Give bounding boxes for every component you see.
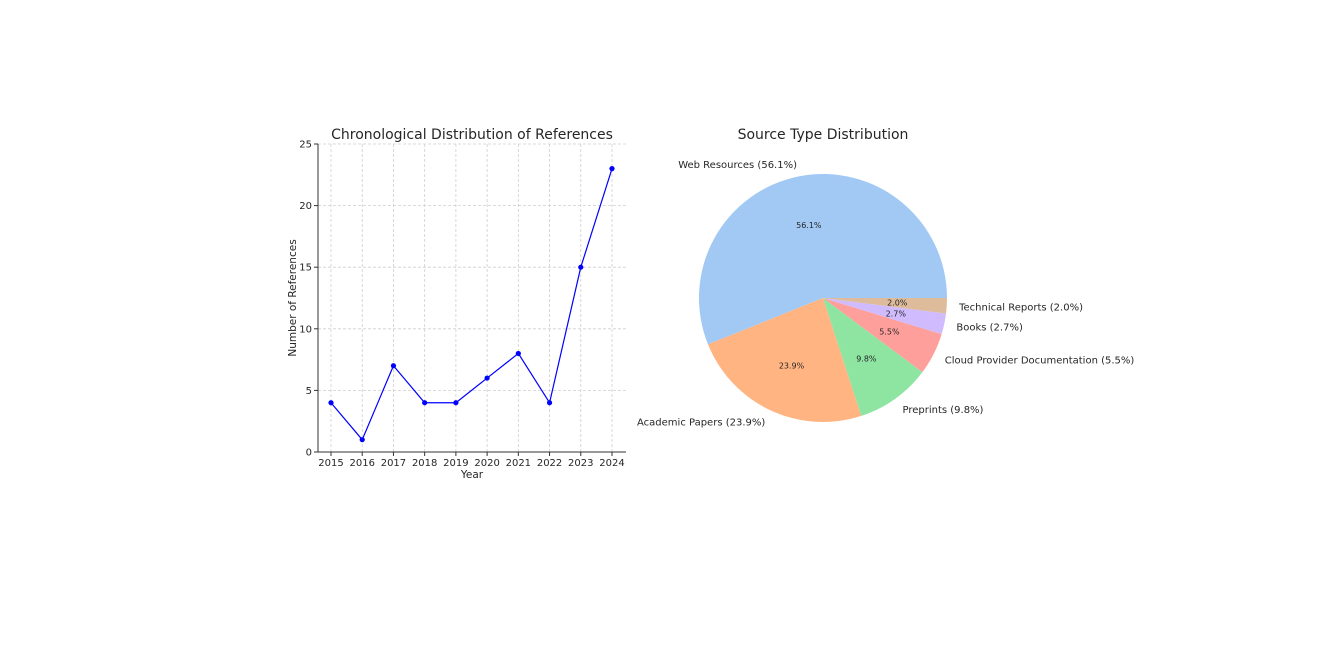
line-data-point [453, 400, 459, 406]
y-tick-label: 10 [299, 324, 312, 335]
x-tick-label: 2017 [381, 458, 406, 469]
line-chart-axes [317, 144, 626, 453]
pie-slice-label: Preprints (9.8%) [902, 405, 983, 416]
line-chart: Chronological Distribution of References… [287, 127, 626, 481]
pie-slices [699, 173, 947, 422]
y-tick-label: 0 [306, 448, 312, 459]
pie-slice-pct-label: 56.1% [796, 221, 822, 230]
line-chart-grid [318, 143, 626, 453]
y-tick-label: 5 [306, 386, 312, 397]
pie-slice [823, 298, 947, 335]
pie-slice [707, 298, 862, 422]
y-tick-label: 15 [299, 263, 312, 274]
pie-slice-pct-label: 2.7% [886, 310, 907, 319]
pie-slice [823, 298, 947, 314]
x-tick-label: 2024 [599, 458, 624, 469]
line-data-point [422, 400, 428, 406]
line-data-point [515, 350, 521, 357]
x-tick-label: 2015 [318, 458, 343, 469]
y-axis-label: Number of References [287, 239, 299, 356]
pie-chart-title: Source Type Distribution [738, 127, 909, 143]
x-tick-label: 2018 [412, 458, 437, 469]
pie-slice [823, 298, 923, 416]
x-tick-label: 2022 [537, 458, 562, 469]
line-data-point [484, 375, 490, 381]
line-series [328, 166, 615, 443]
pie-chart: Source Type Distribution 56.1% Web Resour… [637, 127, 1134, 429]
pie-slice-pct-label: 9.8% [856, 354, 877, 363]
x-tick-label: 2016 [349, 458, 374, 469]
pie-slice-pct-label: 23.9% [779, 361, 805, 370]
x-axis-ticks: 2015 2016 2017 2018 2019 2020 2021 2022 2023 2024 [318, 452, 625, 469]
x-tick-label: 2020 [474, 458, 499, 469]
pie-slice-label: Books (2.7%) [956, 322, 1023, 333]
line-data-point [609, 166, 615, 172]
line-data-point [578, 264, 584, 270]
line-chart-title: Chronological Distribution of References [331, 127, 613, 143]
x-tick-label: 2021 [506, 458, 531, 469]
pie-labels: 56.1% Web Resources (56.1%) 23.9% Academic … [637, 160, 1134, 429]
y-axis-ticks: 0 5 10 15 20 25 [299, 140, 318, 459]
pie-slice [699, 173, 947, 345]
pie-slice-label: Technical Reports (2.0%) [958, 303, 1083, 314]
line-series-path [330, 168, 613, 441]
line-data-point [390, 363, 397, 369]
pie-slice-pct-label: 2.0% [887, 299, 908, 308]
pie-slice-label: Cloud Provider Documentation (5.5%) [945, 356, 1135, 367]
pie-slice-label: Web Resources (56.1%) [678, 160, 797, 171]
line-data-point [359, 437, 365, 443]
pie-slice [823, 298, 942, 373]
y-tick-label: 25 [299, 140, 312, 151]
x-tick-label: 2019 [443, 458, 468, 469]
pie-slice-label: Academic Papers (23.9%) [637, 418, 765, 429]
y-tick-label: 20 [299, 201, 312, 212]
line-data-point [546, 400, 553, 406]
line-data-point [328, 400, 334, 406]
x-tick-label: 2023 [568, 458, 593, 469]
pie-slice-pct-label: 5.5% [879, 328, 900, 337]
x-axis-label: Year [460, 469, 484, 481]
